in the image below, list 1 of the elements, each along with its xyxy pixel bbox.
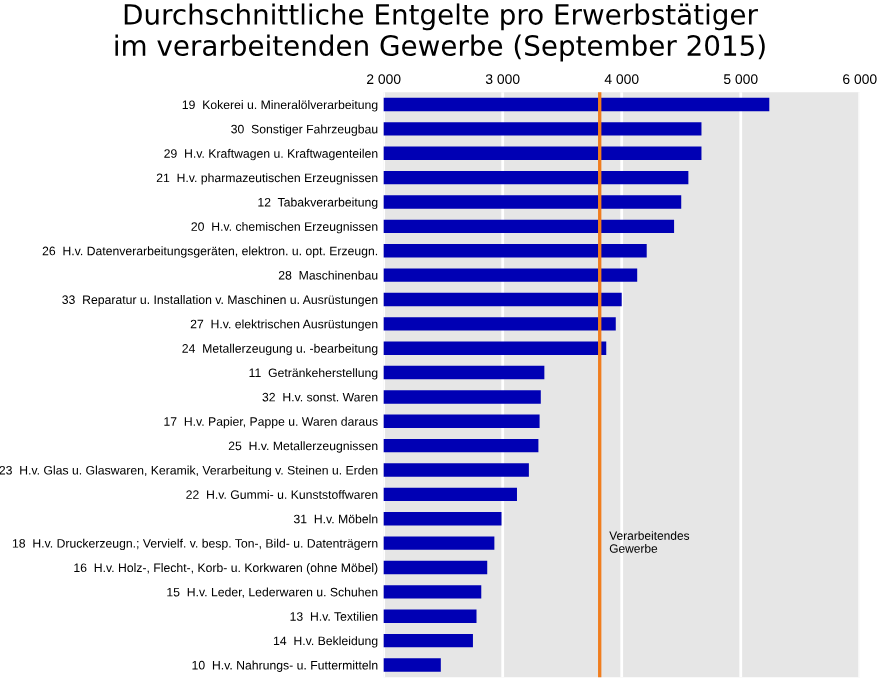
chart-title: Durchschnittliche Entgelte pro Erwerbstätiger im verarbeitenden Gewerbe (September 2015) bbox=[115, 3, 765, 62]
